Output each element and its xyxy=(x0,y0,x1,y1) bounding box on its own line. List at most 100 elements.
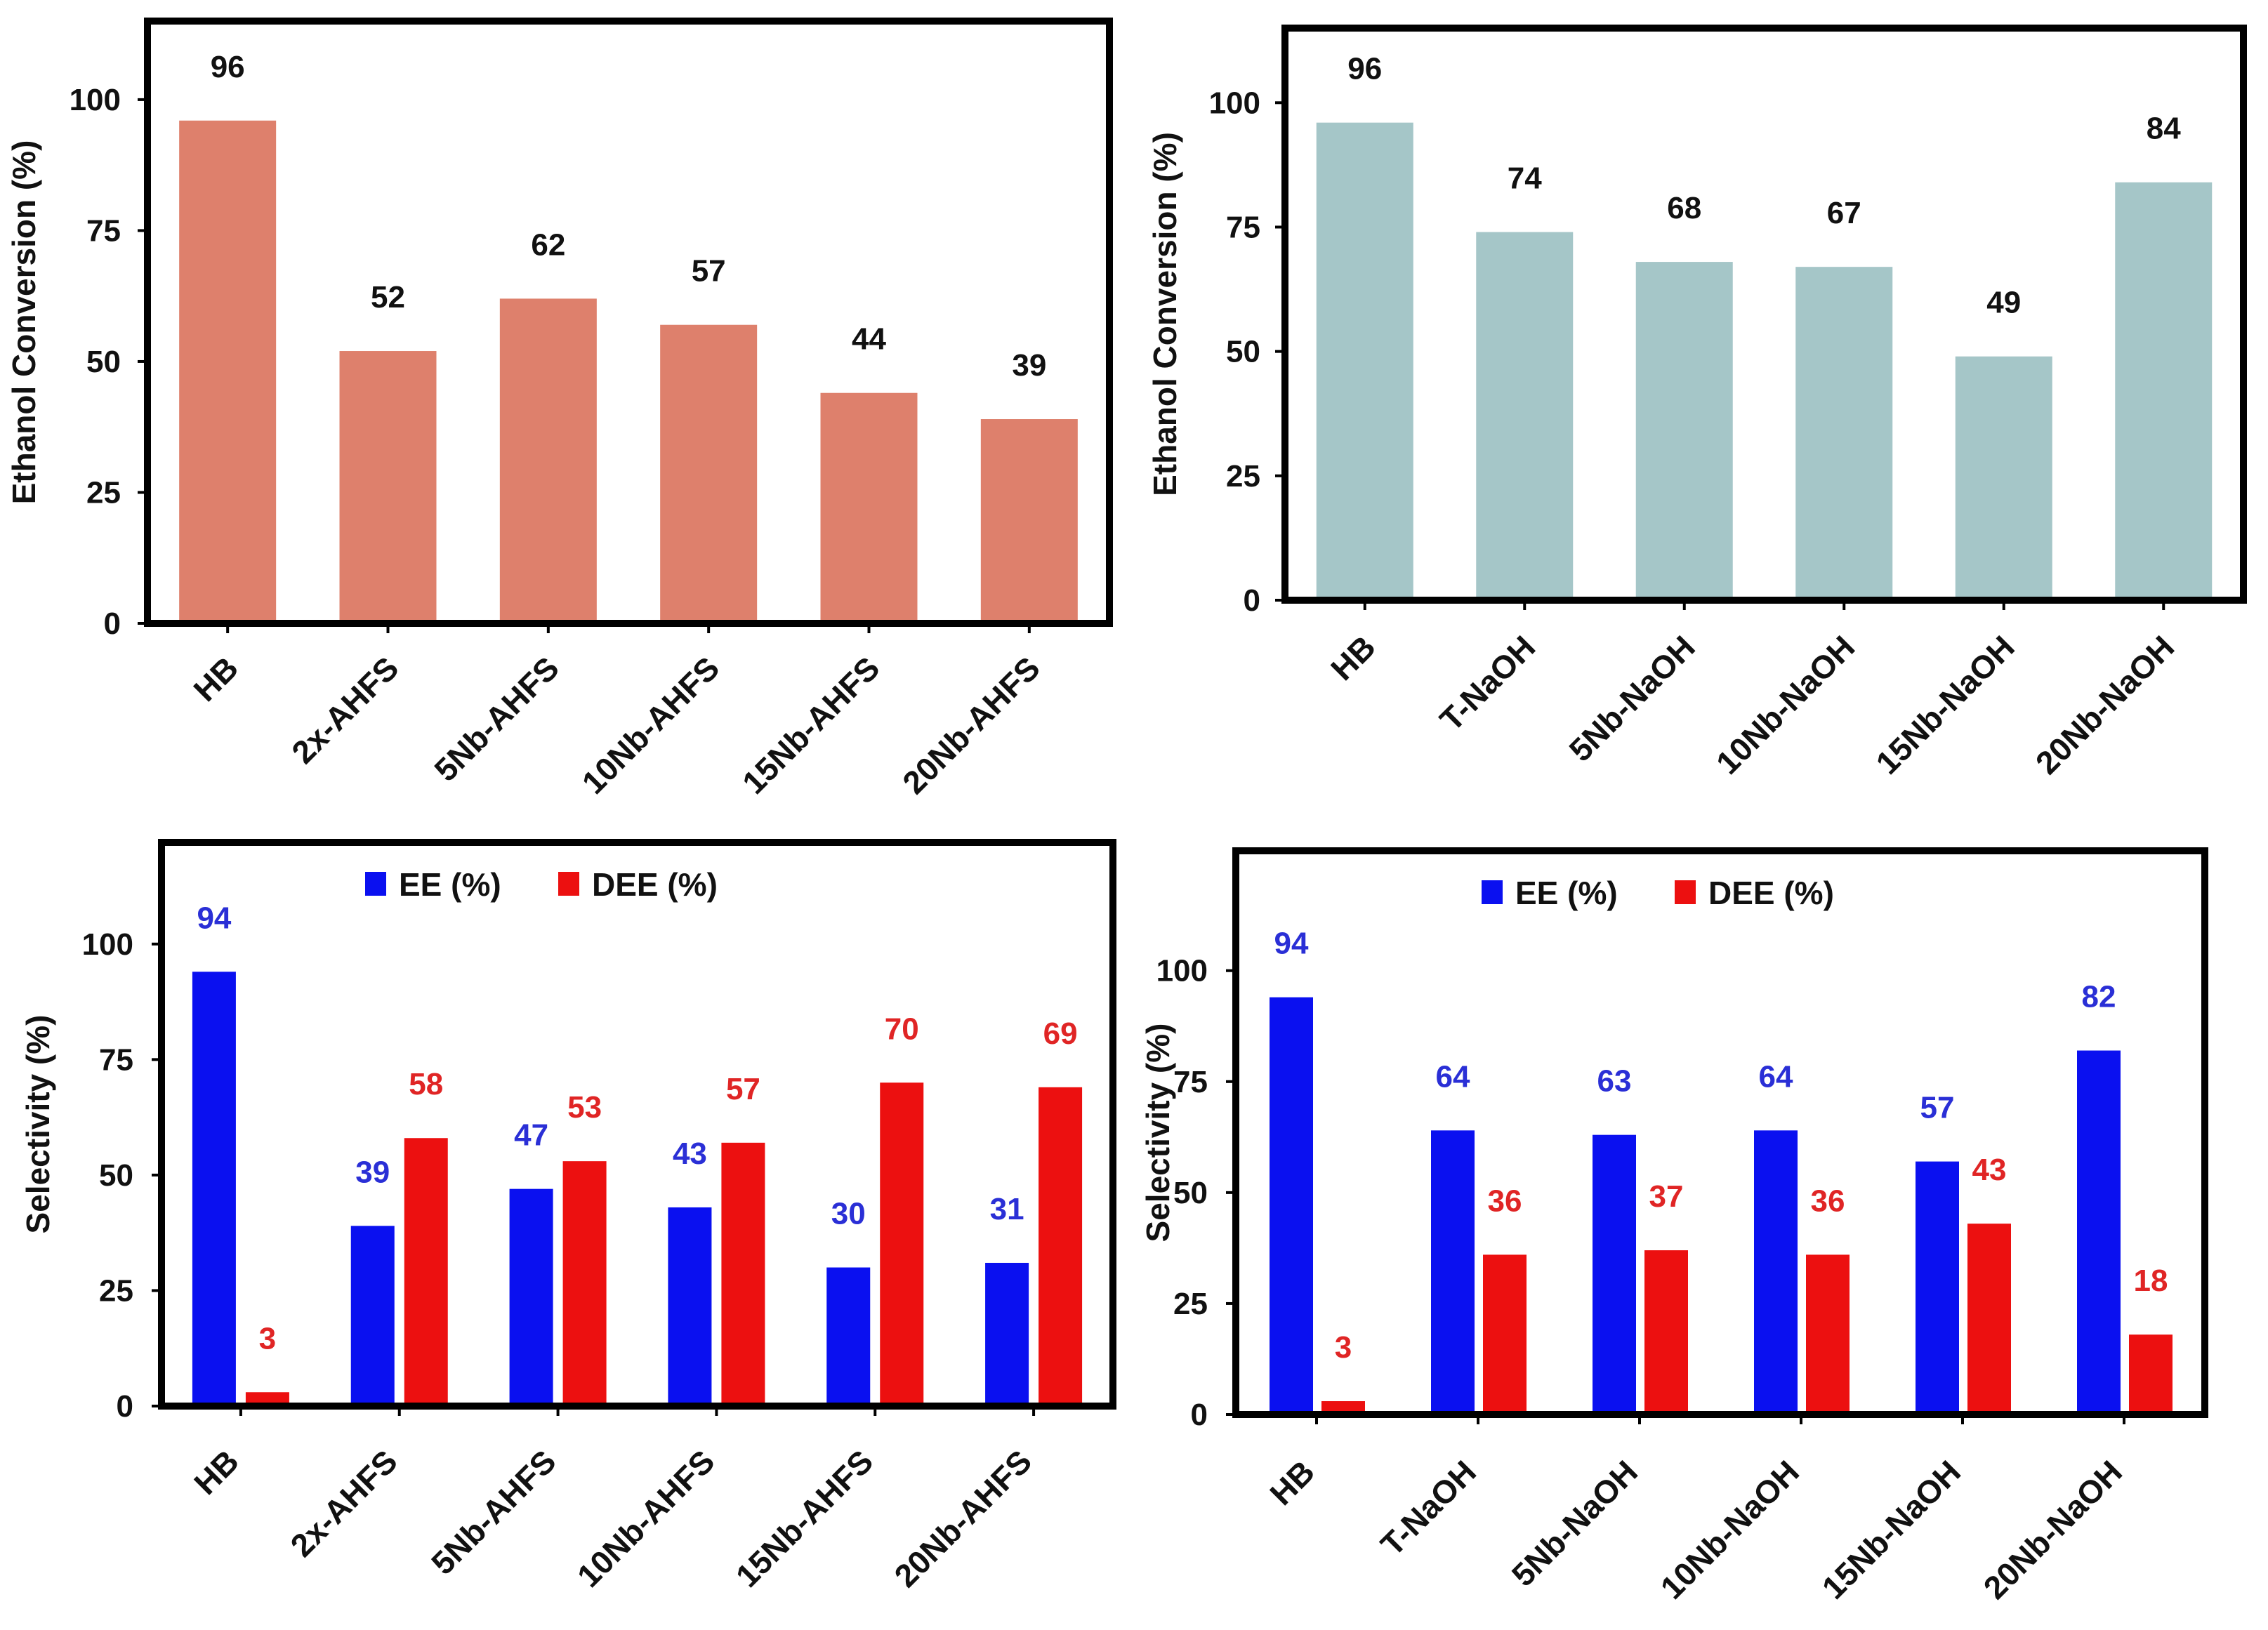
y-axis-title: Ethanol Conversion (%) xyxy=(6,140,42,505)
bar-5nb-naoh-s1 xyxy=(1593,1134,1636,1414)
legend-swatch-dee xyxy=(1675,880,1696,904)
y-tick-label: 100 xyxy=(1209,86,1260,120)
bar-15nb-ahfs-s2 xyxy=(880,1082,924,1406)
category-label: 10Nb-AHFS xyxy=(575,649,727,801)
bar-hb xyxy=(179,120,277,623)
data-label: 43 xyxy=(673,1137,707,1171)
data-label: 62 xyxy=(531,227,565,262)
y-tick-label: 50 xyxy=(1226,335,1260,369)
legend: EE (%) DEE (%) xyxy=(365,866,718,903)
category-label: 15Nb-NaOH xyxy=(1868,628,2022,781)
plot-frame xyxy=(158,839,1116,1410)
category-label: 20Nb-AHFS xyxy=(895,649,1047,801)
legend-label: EE (%) xyxy=(399,866,501,903)
bar-t-naoh-s1 xyxy=(1431,1130,1475,1414)
data-label: 57 xyxy=(1920,1091,1955,1125)
bar-2x-ahfs-s1 xyxy=(350,1226,395,1406)
bar-15nb-naoh xyxy=(1955,356,2052,600)
bar-t-naoh-s2 xyxy=(1483,1254,1527,1414)
bar-5nb-naoh xyxy=(1635,262,1733,600)
data-label: 82 xyxy=(2082,980,2116,1014)
data-label: 3 xyxy=(259,1321,276,1356)
chart-panel-1: 0 25 50 75 100 Ethanol Conversion (%) 96 52 62 57… xyxy=(6,18,1113,801)
y-tick-label: 25 xyxy=(99,1273,133,1308)
category-label: 20Nb-AHFS xyxy=(887,1443,1039,1594)
category-label: 5Nb-NaOH xyxy=(1562,628,1701,768)
bar-5nb-ahfs xyxy=(499,298,597,623)
data-label: 30 xyxy=(831,1197,866,1231)
legend-label: DEE (%) xyxy=(592,866,718,903)
data-label: 44 xyxy=(852,322,886,357)
data-label: 94 xyxy=(1274,927,1309,961)
data-label: 39 xyxy=(355,1155,390,1189)
category-label: 2x-AHFS xyxy=(284,649,405,770)
y-tick-label: 25 xyxy=(1226,459,1260,493)
data-label: 47 xyxy=(514,1118,548,1153)
y-axis-title: Ethanol Conversion (%) xyxy=(1147,132,1183,496)
bar-20nb-ahfs-s1 xyxy=(985,1262,1029,1406)
category-label: T-NaOH xyxy=(1373,1453,1483,1563)
bar-10nb-ahfs-s2 xyxy=(721,1142,765,1406)
data-label: 36 xyxy=(1488,1184,1522,1218)
bar-15nb-naoh-s2 xyxy=(1967,1224,2011,1414)
bar-15nb-naoh-s1 xyxy=(1916,1161,1959,1414)
y-tick-label: 75 xyxy=(86,213,121,248)
y-tick-label: 25 xyxy=(86,475,121,510)
bar-15nb-ahfs xyxy=(820,392,918,623)
chart-panel-4: 0 25 50 75 100 Selectivity (%) 94 64 63 64 57 82 3 36… xyxy=(1140,847,2208,1606)
y-tick-label: 0 xyxy=(104,607,121,641)
bar-5nb-ahfs-s1 xyxy=(509,1188,553,1406)
data-label: 69 xyxy=(1043,1016,1078,1051)
category-label: 10Nb-NaOH xyxy=(1654,1453,1807,1606)
data-label: 43 xyxy=(1972,1153,2007,1187)
data-label: 53 xyxy=(567,1090,602,1125)
category-label: HB xyxy=(186,649,245,708)
y-axis-title: Selectivity (%) xyxy=(20,1015,56,1234)
bar-t-naoh xyxy=(1476,232,1574,601)
bar-hb-s1 xyxy=(1270,997,1313,1414)
y-tick-label: 75 xyxy=(99,1042,133,1077)
category-label: 15Nb-NaOH xyxy=(1815,1453,1968,1606)
category-label: 15Nb-AHFS xyxy=(735,649,887,801)
bar-5nb-naoh-s2 xyxy=(1644,1250,1688,1414)
data-label: 31 xyxy=(990,1192,1024,1226)
category-label: 10Nb-AHFS xyxy=(570,1443,722,1594)
legend-label: EE (%) xyxy=(1515,875,1618,911)
data-label: 96 xyxy=(211,50,245,84)
y-tick-label: 0 xyxy=(1244,583,1260,618)
y-tick-label: 50 xyxy=(1173,1176,1208,1210)
legend-swatch-ee xyxy=(1482,880,1503,904)
bar-10nb-naoh-s1 xyxy=(1754,1130,1798,1414)
y-tick-label: 100 xyxy=(1156,954,1208,988)
bar-20nb-ahfs-s2 xyxy=(1039,1087,1083,1406)
category-label: 20Nb-NaOH xyxy=(1977,1453,2130,1606)
bar-20nb-ahfs xyxy=(980,419,1078,623)
y-tick-label: 50 xyxy=(86,345,121,379)
data-label: 68 xyxy=(1667,191,1701,225)
category-label: 5Nb-AHFS xyxy=(427,649,566,788)
category-label: HB xyxy=(1262,1453,1321,1512)
category-label: 20Nb-NaOH xyxy=(2029,628,2182,781)
bar-hb xyxy=(1316,122,1413,601)
data-label: 37 xyxy=(1649,1179,1684,1214)
category-label: 5Nb-NaOH xyxy=(1505,1453,1644,1593)
data-label: 3 xyxy=(1335,1330,1352,1365)
bar-5nb-ahfs-s2 xyxy=(562,1161,607,1406)
data-label: 96 xyxy=(1347,52,1382,86)
bar-20nb-naoh-s2 xyxy=(2129,1334,2173,1414)
chart-panel-3: 0 25 50 75 100 Selectivity (%) 94 39 47 43 30 31 3 58… xyxy=(20,839,1116,1594)
bar-10nb-naoh-s2 xyxy=(1806,1254,1850,1414)
category-label: 10Nb-NaOH xyxy=(1709,628,1862,781)
data-label: 84 xyxy=(2147,112,2181,146)
y-tick-label: 75 xyxy=(1226,210,1260,244)
y-tick-label: 0 xyxy=(117,1389,133,1424)
data-label: 18 xyxy=(2134,1264,2168,1298)
category-label: HB xyxy=(1324,628,1383,687)
bar-2x-ahfs-s2 xyxy=(404,1138,448,1406)
bar-10nb-naoh xyxy=(1795,267,1893,600)
data-label: 67 xyxy=(1827,196,1861,230)
category-label: HB xyxy=(187,1443,246,1502)
bar-10nb-ahfs-s1 xyxy=(668,1207,712,1406)
data-label: 57 xyxy=(726,1072,760,1106)
legend-swatch-ee xyxy=(365,872,386,896)
